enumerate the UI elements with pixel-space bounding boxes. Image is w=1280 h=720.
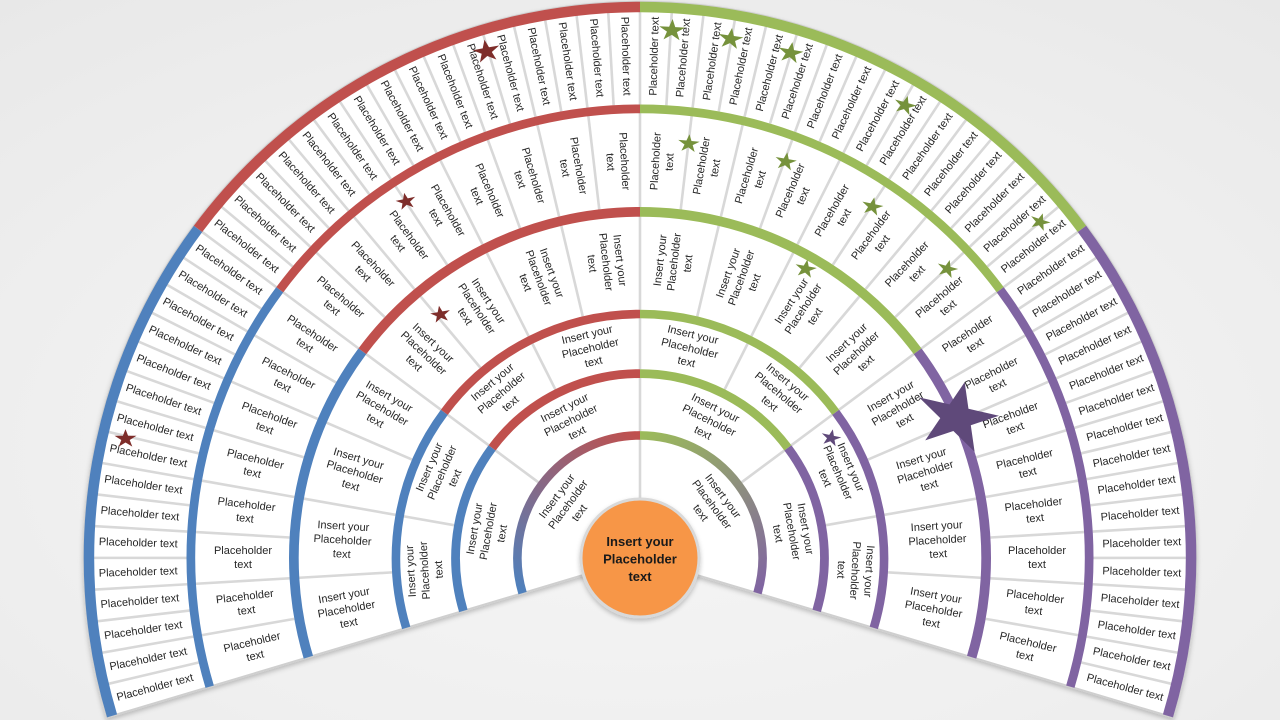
- svg-text:text: text: [746, 272, 763, 293]
- svg-text:text: text: [585, 254, 599, 273]
- svg-text:text: text: [1018, 465, 1038, 481]
- svg-text:Insert your: Insert your: [404, 545, 419, 598]
- svg-text:text: text: [332, 548, 350, 561]
- svg-text:text: text: [603, 153, 616, 171]
- svg-text:Placeholder text: Placeholder text: [618, 17, 632, 96]
- svg-text:Insert your: Insert your: [317, 519, 370, 534]
- svg-text:text: text: [433, 560, 446, 578]
- svg-text:text: text: [921, 616, 941, 631]
- svg-text:text: text: [511, 169, 528, 189]
- svg-text:text: text: [1015, 648, 1035, 664]
- svg-text:text: text: [682, 254, 696, 273]
- svg-text:Placeholder: Placeholder: [313, 533, 372, 548]
- svg-text:Placeholder text: Placeholder text: [1102, 536, 1181, 550]
- svg-text:text: text: [340, 478, 360, 495]
- svg-text:text: text: [1026, 512, 1045, 526]
- svg-text:Placeholder: Placeholder: [908, 533, 967, 548]
- svg-text:text: text: [339, 616, 359, 631]
- svg-text:Placeholder: Placeholder: [418, 541, 433, 600]
- svg-text:text: text: [770, 524, 785, 544]
- svg-text:text: text: [234, 559, 252, 571]
- svg-text:text: text: [708, 158, 723, 178]
- svg-text:Insert your: Insert your: [910, 519, 963, 534]
- svg-text:Placeholder: Placeholder: [603, 552, 677, 567]
- svg-text:text: text: [254, 420, 275, 437]
- svg-text:Placeholder text: Placeholder text: [99, 565, 178, 579]
- svg-text:text: text: [242, 465, 262, 481]
- svg-text:Placeholder: Placeholder: [648, 132, 663, 191]
- svg-text:Placeholder: Placeholder: [616, 132, 631, 191]
- svg-text:text: text: [664, 153, 677, 171]
- svg-text:text: text: [752, 169, 769, 189]
- svg-text:text: text: [557, 158, 572, 178]
- svg-text:Placeholder text: Placeholder text: [1102, 565, 1181, 579]
- svg-text:Placeholder: Placeholder: [214, 545, 272, 557]
- svg-text:text: text: [245, 648, 265, 664]
- svg-text:text: text: [1028, 559, 1046, 571]
- svg-text:text: text: [1024, 604, 1043, 618]
- svg-text:text: text: [628, 569, 652, 584]
- svg-text:Placeholder text: Placeholder text: [647, 17, 661, 96]
- svg-text:text: text: [929, 548, 947, 561]
- svg-text:text: text: [584, 355, 604, 371]
- svg-text:Insert your: Insert your: [861, 545, 876, 598]
- svg-text:text: text: [1005, 420, 1026, 437]
- svg-text:text: text: [495, 524, 510, 544]
- svg-text:text: text: [516, 272, 533, 293]
- svg-text:text: text: [235, 512, 254, 526]
- svg-text:Insert your: Insert your: [606, 534, 673, 549]
- svg-text:text: text: [919, 478, 939, 495]
- svg-text:text: text: [834, 560, 847, 578]
- svg-text:Placeholder: Placeholder: [1008, 545, 1066, 557]
- svg-text:Placeholder text: Placeholder text: [99, 536, 178, 550]
- svg-text:Placeholder: Placeholder: [847, 541, 862, 600]
- svg-text:text: text: [237, 604, 256, 618]
- svg-text:text: text: [676, 355, 696, 371]
